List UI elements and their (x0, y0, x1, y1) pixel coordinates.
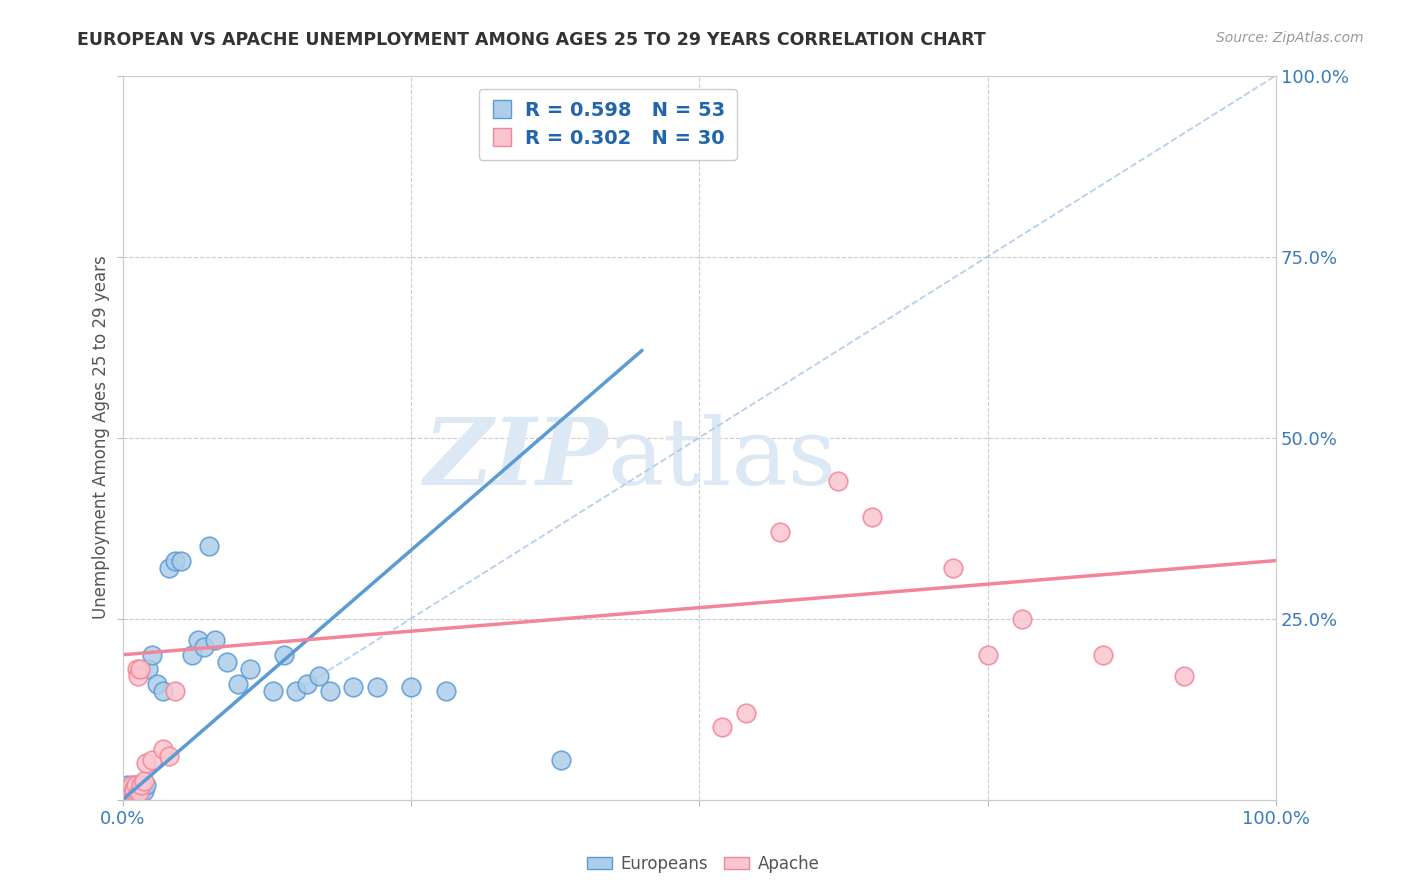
Point (204, 633, 226, 648)
Point (308, 669, 330, 683)
Point (734, 706, 756, 720)
Point (125, 785, 148, 799)
Y-axis label: Unemployment Among Ages 25 to 29 years: Unemployment Among Ages 25 to 29 years (93, 256, 110, 619)
Point (117, 787, 139, 801)
Point (1091, 648, 1114, 662)
Text: EUROPEAN VS APACHE UNEMPLOYMENT AMONG AGES 25 TO 29 YEARS CORRELATION CHART: EUROPEAN VS APACHE UNEMPLOYMENT AMONG AG… (77, 31, 986, 49)
Point (136, 662, 159, 676)
Point (198, 539, 221, 553)
Point (122, 785, 145, 799)
Point (118, 781, 141, 796)
Point (117, 781, 139, 796)
Point (131, 778, 153, 792)
Point (366, 681, 388, 695)
Point (193, 640, 215, 655)
Point (115, 785, 138, 799)
Point (226, 676, 249, 690)
Point (124, 781, 146, 796)
Point (120, 780, 142, 794)
Point (129, 662, 152, 676)
Point (118, 787, 141, 801)
Point (181, 648, 204, 662)
Point (976, 648, 998, 662)
Point (132, 774, 155, 789)
Point (127, 669, 149, 683)
Point (121, 787, 143, 801)
Point (128, 785, 150, 799)
Point (114, 785, 136, 799)
Point (239, 662, 262, 676)
Point (157, 749, 180, 764)
Point (1011, 611, 1033, 625)
Point (115, 781, 138, 796)
Point (125, 662, 148, 676)
Point (135, 756, 157, 771)
Point (163, 684, 186, 698)
Point (827, 474, 849, 488)
Point (117, 789, 139, 803)
Point (284, 684, 307, 698)
Point (129, 785, 152, 799)
Point (860, 510, 883, 524)
Text: ZIP: ZIP (423, 414, 607, 504)
Point (273, 648, 295, 662)
Point (128, 781, 150, 796)
Point (118, 784, 141, 798)
Point (121, 781, 143, 796)
Point (262, 684, 284, 698)
Point (120, 785, 142, 799)
Point (127, 778, 149, 792)
Legend: Europeans, Apache: Europeans, Apache (579, 848, 827, 880)
Point (141, 753, 163, 767)
Point (942, 561, 965, 575)
Point (319, 684, 342, 698)
Point (122, 784, 145, 798)
Point (117, 787, 139, 801)
Point (187, 633, 209, 648)
Point (297, 676, 319, 690)
Point (131, 781, 153, 796)
Point (169, 553, 191, 567)
Point (124, 781, 146, 796)
Legend: R = 0.598   N = 53, R = 0.302   N = 30: R = 0.598 N = 53, R = 0.302 N = 30 (478, 89, 737, 160)
Point (1173, 669, 1195, 683)
Point (124, 787, 146, 801)
Point (124, 778, 146, 792)
Point (141, 648, 163, 662)
Point (135, 778, 157, 792)
Point (146, 676, 169, 690)
Point (117, 778, 139, 792)
Point (399, 681, 422, 695)
Point (434, 684, 457, 698)
Text: Source: ZipAtlas.com: Source: ZipAtlas.com (1216, 31, 1364, 45)
Point (152, 742, 174, 756)
Point (132, 784, 155, 798)
Point (215, 655, 238, 669)
Point (152, 684, 174, 698)
Point (711, 720, 734, 734)
Point (769, 524, 792, 539)
Point (124, 781, 146, 796)
Point (121, 778, 143, 792)
Point (131, 780, 153, 794)
Point (157, 561, 180, 575)
Point (115, 789, 138, 803)
Point (550, 753, 572, 767)
Text: atlas: atlas (607, 414, 837, 504)
Point (120, 785, 142, 799)
Point (342, 681, 364, 695)
Point (117, 785, 139, 799)
Point (117, 781, 139, 796)
Point (122, 778, 145, 792)
Point (163, 553, 186, 567)
